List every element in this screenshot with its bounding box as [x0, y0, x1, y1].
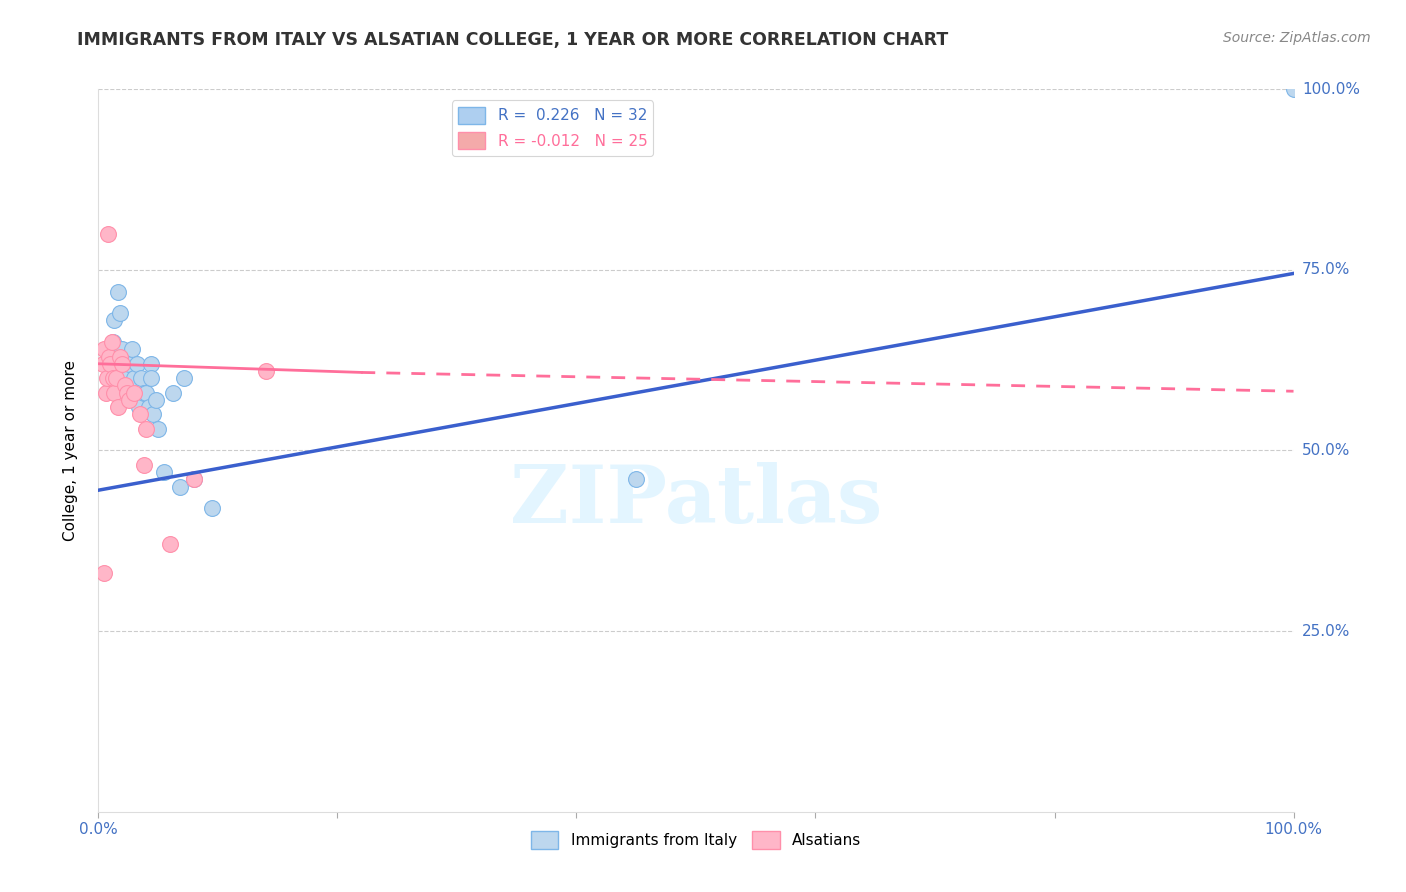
Point — [96, 371, 118, 385]
Point — [183, 472, 205, 486]
Text: IMMIGRANTS FROM ITALY VS ALSATIAN COLLEGE, 1 YEAR OR MORE CORRELATION CHART: IMMIGRANTS FROM ITALY VS ALSATIAN COLLEG… — [77, 31, 949, 49]
Point — [148, 422, 170, 436]
Point — [159, 537, 181, 551]
Point — [118, 392, 141, 407]
Point — [254, 364, 277, 378]
Point — [153, 465, 176, 479]
Text: ZIPatlas: ZIPatlas — [510, 462, 882, 540]
Point — [107, 400, 129, 414]
Point — [114, 378, 136, 392]
Point — [183, 472, 205, 486]
Point — [124, 371, 146, 385]
Point — [108, 350, 131, 364]
Point — [128, 400, 150, 414]
Point — [131, 371, 153, 385]
Point — [1282, 82, 1305, 96]
Point — [111, 343, 134, 357]
Point — [103, 313, 125, 327]
Point — [162, 385, 184, 400]
Point — [139, 371, 162, 385]
Point — [121, 385, 143, 400]
Point — [103, 385, 125, 400]
Point — [139, 357, 162, 371]
Point — [115, 371, 138, 385]
Text: 100.0%: 100.0% — [1302, 82, 1360, 96]
Point — [135, 385, 157, 400]
Point — [108, 306, 131, 320]
Point — [93, 343, 115, 357]
Point — [132, 385, 155, 400]
Point — [107, 285, 129, 299]
Point — [111, 357, 134, 371]
Point — [125, 357, 148, 371]
Point — [101, 334, 124, 349]
Y-axis label: College, 1 year or more: College, 1 year or more — [63, 360, 77, 541]
Text: Source: ZipAtlas.com: Source: ZipAtlas.com — [1223, 31, 1371, 45]
Point — [626, 472, 648, 486]
Point — [98, 371, 121, 385]
Point — [145, 392, 167, 407]
Point — [97, 227, 120, 241]
Point — [94, 385, 117, 400]
Point — [118, 357, 141, 371]
Point — [201, 501, 224, 516]
Point — [97, 357, 120, 371]
Point — [115, 385, 138, 400]
Text: 75.0%: 75.0% — [1302, 262, 1350, 277]
Point — [129, 407, 152, 421]
Point — [105, 371, 128, 385]
Point — [135, 422, 157, 436]
Text: 50.0%: 50.0% — [1302, 443, 1350, 458]
Point — [101, 371, 124, 385]
Legend: Immigrants from Italy, Alsatians: Immigrants from Italy, Alsatians — [524, 825, 868, 855]
Point — [98, 357, 122, 371]
Point — [114, 357, 136, 371]
Point — [100, 334, 122, 349]
Point — [121, 343, 143, 357]
Point — [91, 357, 114, 371]
Point — [132, 458, 155, 472]
Point — [173, 371, 195, 385]
Point — [93, 566, 115, 581]
Point — [138, 400, 160, 414]
Point — [169, 480, 191, 494]
Point — [98, 350, 121, 364]
Point — [142, 407, 165, 421]
Point — [124, 385, 146, 400]
Text: 25.0%: 25.0% — [1302, 624, 1350, 639]
